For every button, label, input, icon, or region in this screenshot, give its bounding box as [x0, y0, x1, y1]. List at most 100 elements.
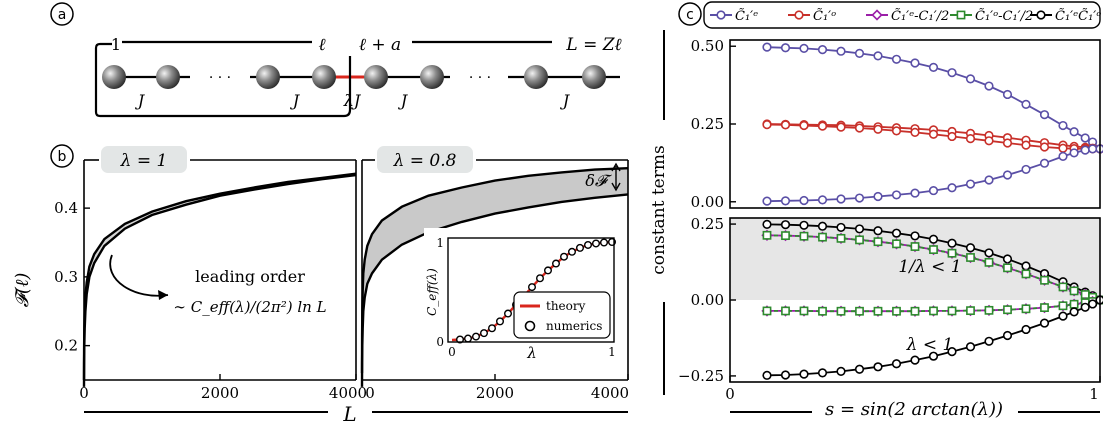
marker	[928, 185, 939, 196]
marker	[762, 42, 772, 52]
marker	[873, 124, 883, 134]
inset-xtick-1: 1	[608, 345, 616, 359]
panel-label-c: c	[686, 7, 694, 23]
site	[312, 65, 336, 89]
marker	[891, 228, 902, 238]
site	[364, 65, 388, 89]
numerics-point	[472, 332, 481, 341]
marker	[1002, 170, 1013, 180]
marker	[854, 224, 865, 234]
marker	[1039, 110, 1050, 120]
panel-a: a · · · · · · 1 ℓ ℓ + a L = Zℓ J J λJ J	[50, 2, 622, 118]
marker	[799, 220, 809, 230]
label-coupling-J: J	[290, 91, 301, 110]
legend-theory-label: theory	[546, 299, 586, 313]
label-site-1: 1	[111, 35, 121, 54]
legend-c-entries: C̃₁′ᵉ C̃₁′ᵒ C̃₁′ᵉ-C₁′/2 C̃₁′ᵒ-C₁′/2 C̃₁′ᵉC̃₁…	[710, 8, 1101, 24]
marker	[780, 120, 791, 130]
marker	[1040, 303, 1049, 312]
marker	[1021, 99, 1031, 109]
marker	[873, 226, 883, 236]
marker	[965, 134, 976, 144]
numerics-point	[544, 266, 553, 275]
delta-F-arrowhead-down	[611, 182, 621, 192]
panel-c: c C̃₁′ᵉ C̃₁′ᵒ C̃₁′ᵉ-C₁′/2 C̃₁′ᵒ-C₁′/2 C̃₁′ᵉC…	[649, 1, 1103, 420]
badge-lambda-1	[99, 144, 189, 175]
marker	[873, 51, 883, 61]
numerics-point	[592, 239, 601, 248]
marker	[1003, 263, 1012, 273]
marker	[966, 306, 975, 316]
xticks-b-left: 0 2000 4000	[79, 374, 367, 402]
marker	[892, 306, 901, 316]
label-site-ell: ℓ	[318, 35, 325, 55]
legend-numerics-label: numerics	[546, 319, 602, 333]
marker	[1021, 140, 1031, 150]
legend-entry-label: C̃₁′ᵉ	[735, 8, 758, 24]
marker	[1002, 330, 1013, 341]
marker	[817, 368, 828, 378]
label-system-size: L = Zℓ	[565, 35, 621, 55]
marker	[910, 231, 920, 241]
numerics-point	[488, 324, 497, 333]
numerics-point	[456, 335, 465, 344]
marker	[855, 235, 864, 245]
marker	[965, 342, 976, 352]
region-label-lower: λ < 1	[906, 335, 954, 355]
numerics-point	[560, 252, 569, 261]
marker	[1069, 127, 1079, 137]
legend-entry-label: C̃₁′ᵒ	[813, 8, 836, 24]
marker	[762, 306, 772, 316]
yticks-c-bottom: −0.25 0.00 0.25	[678, 215, 736, 385]
marker	[836, 306, 846, 316]
ytick-label: 0.50	[691, 37, 724, 55]
marker	[910, 127, 920, 137]
numerics-point	[464, 334, 473, 343]
marker	[836, 46, 846, 56]
marker	[891, 190, 902, 200]
marker	[984, 248, 994, 258]
marker	[965, 74, 976, 84]
plot-c-top	[762, 42, 1103, 206]
marker	[1021, 164, 1031, 175]
panel-label-a-circle	[50, 2, 74, 26]
marker	[836, 222, 846, 233]
marker	[965, 179, 976, 189]
plot-c-bottom	[761, 219, 1103, 380]
marker	[854, 48, 865, 58]
marker	[873, 191, 883, 202]
badge-lambda-1-text: λ = 1	[120, 151, 168, 171]
marker	[873, 362, 883, 372]
marker	[891, 54, 902, 64]
inset-xlabel: λ	[526, 344, 537, 362]
marker	[818, 306, 827, 316]
legend-numerics-swatch	[524, 320, 536, 332]
site	[102, 65, 126, 89]
xtick-label: 1	[1089, 385, 1099, 403]
site	[524, 65, 548, 89]
panel-label-a: a	[58, 7, 67, 23]
ytick-label: 0.3	[54, 268, 78, 286]
label-coupling-J: J	[135, 91, 146, 110]
xticks-b-right: 0 2000 4000	[361, 374, 629, 402]
ylabel-F: 𝓕(ℓ)	[12, 273, 33, 308]
numerics-point	[568, 247, 577, 256]
badge-lambda-0.8-text: λ = 0.8	[393, 151, 457, 171]
marker	[762, 230, 772, 240]
panel-label-c-circle	[678, 2, 702, 26]
numerics-point	[584, 240, 593, 249]
marker	[929, 245, 938, 254]
ytick-label: 0.00	[691, 193, 724, 211]
marker	[1080, 133, 1090, 143]
marker	[947, 347, 957, 357]
label-coupling-lambdaJ: λJ	[343, 91, 362, 110]
xtick-label: 4000	[591, 384, 629, 402]
marker	[1039, 142, 1050, 152]
marker	[966, 253, 975, 262]
annotation-arrow	[109, 254, 169, 297]
legend-entry-label: C̃₁′ᵒ-C₁′/2	[975, 8, 1033, 24]
site	[420, 65, 444, 89]
numerics-point	[600, 238, 609, 247]
numerics-point	[496, 317, 505, 326]
marker	[716, 10, 726, 20]
